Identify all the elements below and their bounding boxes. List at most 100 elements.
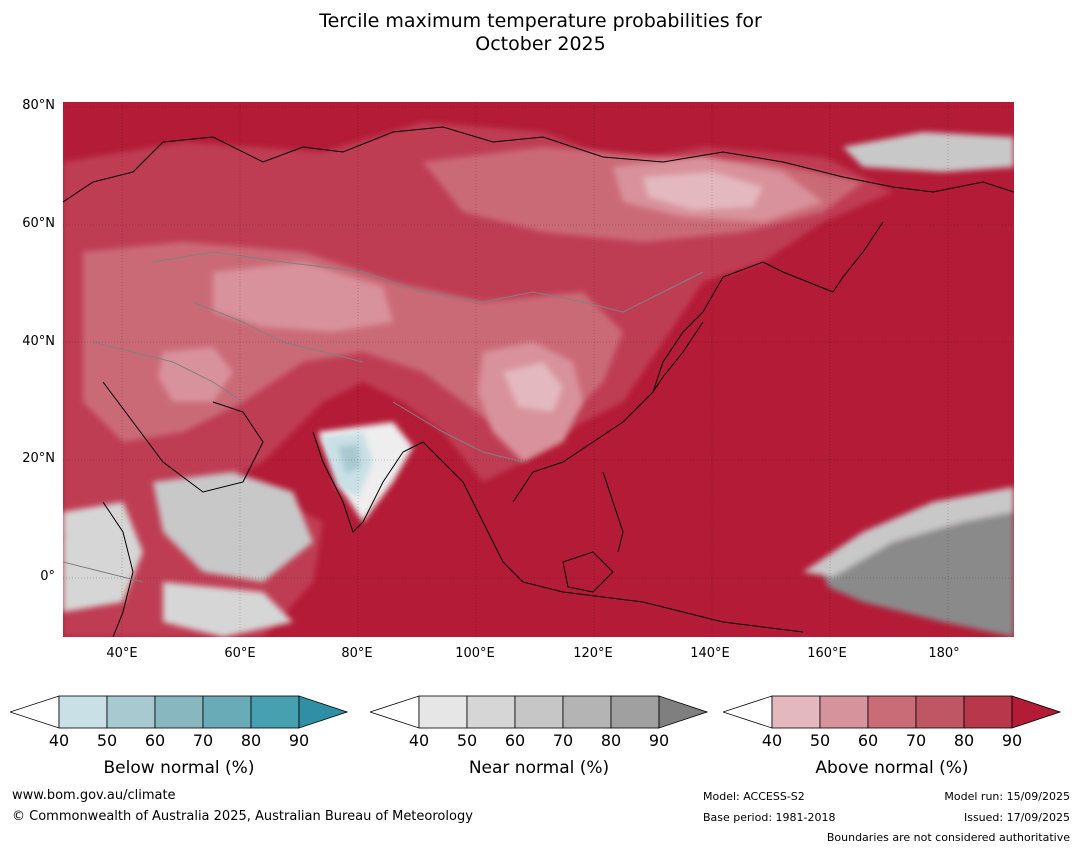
above-colorbar-seg-1 bbox=[771, 695, 821, 729]
issued-text: Issued: 17/09/2025 bbox=[963, 811, 1070, 824]
below-colorbar-seg-1 bbox=[58, 695, 108, 729]
below-colorbar-seg-0 bbox=[10, 695, 60, 729]
near-colorbar-seg-6 bbox=[658, 695, 708, 729]
coast-japan bbox=[652, 321, 704, 393]
above-colorbar-seg-6 bbox=[1011, 695, 1061, 729]
near-normal-colorbar bbox=[370, 695, 708, 729]
lon-label-120e: 120°E bbox=[573, 646, 613, 661]
above-tick-60: 60 bbox=[857, 731, 879, 750]
graticule bbox=[63, 102, 1014, 637]
above-colorbar-seg-4 bbox=[915, 695, 965, 729]
coast-philippines bbox=[602, 471, 624, 553]
lon-label-180: 180° bbox=[928, 646, 960, 661]
above-normal-colorbar bbox=[723, 695, 1061, 729]
near-tick-80: 80 bbox=[600, 731, 622, 750]
near-tick-50: 50 bbox=[456, 731, 478, 750]
near-tick-40: 40 bbox=[408, 731, 430, 750]
coast-pacific-east bbox=[512, 261, 834, 503]
above-tick-40: 40 bbox=[761, 731, 783, 750]
model-text: Model: ACCESS-S2 bbox=[703, 790, 805, 803]
border-russia-kazakh bbox=[152, 251, 704, 313]
title-line-1: Tercile maximum temperature probabilitie… bbox=[319, 10, 762, 32]
country-borders bbox=[63, 251, 704, 583]
probability-map bbox=[63, 102, 1014, 637]
disclaimer-text: Boundaries are not considered authoritat… bbox=[826, 831, 1070, 844]
below-tick-60: 60 bbox=[144, 731, 166, 750]
below-normal-colorbar bbox=[10, 695, 348, 729]
lon-label-140e: 140°E bbox=[690, 646, 730, 661]
zone-caspian-60 bbox=[158, 347, 233, 402]
coast-kamchatka bbox=[832, 221, 884, 293]
near-tick-60: 60 bbox=[504, 731, 526, 750]
border-middle-east bbox=[92, 341, 244, 403]
below-normal-label: Below normal (%) bbox=[103, 758, 255, 778]
lon-label-80e: 80°E bbox=[341, 646, 373, 661]
zone-siberia-50 bbox=[643, 172, 763, 210]
border-china-south bbox=[392, 401, 524, 463]
coast-europe-north bbox=[63, 126, 544, 203]
lat-label-0: 0° bbox=[40, 569, 55, 584]
map-title: Tercile maximum temperature probabilitie… bbox=[0, 10, 1081, 56]
zone-kazakh-60 bbox=[213, 262, 393, 332]
coast-africa-east bbox=[102, 501, 134, 637]
above-colorbar-seg-0 bbox=[723, 695, 773, 729]
below-tick-90: 90 bbox=[288, 731, 310, 750]
copyright-text: © Commonwealth of Australia 2025, Austra… bbox=[12, 809, 473, 824]
near-colorbar-seg-1 bbox=[418, 695, 468, 729]
coast-borneo bbox=[562, 551, 614, 593]
map-canvas bbox=[63, 102, 1014, 637]
near-colorbar-seg-2 bbox=[466, 695, 516, 729]
zone-africa-near-40 bbox=[63, 502, 143, 612]
lat-label-60n: 60°N bbox=[22, 216, 55, 231]
lon-label-60e: 60°E bbox=[224, 646, 256, 661]
below-colorbar-seg-4 bbox=[202, 695, 252, 729]
above-colorbar-seg-5 bbox=[963, 695, 1013, 729]
zone-china-50 bbox=[503, 362, 563, 412]
near-colorbar-seg-3 bbox=[514, 695, 564, 729]
below-tick-70: 70 bbox=[192, 731, 214, 750]
lon-label-160e: 160°E bbox=[807, 646, 847, 661]
lon-label-100e: 100°E bbox=[455, 646, 495, 661]
below-tick-80: 80 bbox=[240, 731, 262, 750]
coast-arabia bbox=[102, 381, 264, 493]
border-central-asia bbox=[192, 301, 364, 363]
coastlines bbox=[63, 126, 1014, 637]
base-period-text: Base period: 1981-2018 bbox=[703, 811, 836, 824]
below-colorbar-seg-5 bbox=[250, 695, 300, 729]
title-line-2: October 2025 bbox=[475, 33, 606, 55]
below-colorbar-seg-3 bbox=[154, 695, 204, 729]
lat-label-80n: 80°N bbox=[22, 98, 55, 113]
zone-pacific-near-60 bbox=[803, 487, 1014, 577]
zone-africa-near-60 bbox=[153, 472, 313, 582]
above-tick-90: 90 bbox=[1001, 731, 1023, 750]
below-tick-40: 40 bbox=[48, 731, 70, 750]
near-colorbar-seg-0 bbox=[370, 695, 420, 729]
lat-label-40n: 40°N bbox=[22, 334, 55, 349]
coast-india bbox=[312, 431, 424, 533]
zone-pacific-near-90 bbox=[823, 512, 1014, 637]
zone-india-below-50 bbox=[338, 444, 361, 474]
near-colorbar-seg-4 bbox=[562, 695, 612, 729]
zone-east-africa-near bbox=[163, 582, 293, 637]
above-colorbar-seg-2 bbox=[819, 695, 869, 729]
below-colorbar-seg-2 bbox=[106, 695, 156, 729]
near-colorbar-seg-5 bbox=[610, 695, 660, 729]
above-tick-70: 70 bbox=[905, 731, 927, 750]
near-tick-90: 90 bbox=[648, 731, 670, 750]
coast-southeast-asia bbox=[422, 441, 524, 583]
above-colorbar-seg-3 bbox=[867, 695, 917, 729]
coast-indonesia bbox=[522, 581, 804, 633]
near-tick-70: 70 bbox=[552, 731, 574, 750]
below-colorbar-seg-6 bbox=[298, 695, 348, 729]
lat-label-20n: 20°N bbox=[22, 451, 55, 466]
below-tick-50: 50 bbox=[96, 731, 118, 750]
lon-label-40e: 40°E bbox=[106, 646, 138, 661]
model-run-text: Model run: 15/09/2025 bbox=[944, 790, 1070, 803]
website-link[interactable]: www.bom.gov.au/climate bbox=[12, 788, 176, 803]
border-africa bbox=[63, 561, 144, 583]
near-normal-label: Near normal (%) bbox=[468, 758, 610, 778]
zone-arctic-near-60 bbox=[843, 132, 1014, 172]
above-normal-label: Above normal (%) bbox=[815, 758, 969, 778]
above-tick-50: 50 bbox=[809, 731, 831, 750]
coast-arctic-siberia bbox=[542, 136, 1014, 193]
